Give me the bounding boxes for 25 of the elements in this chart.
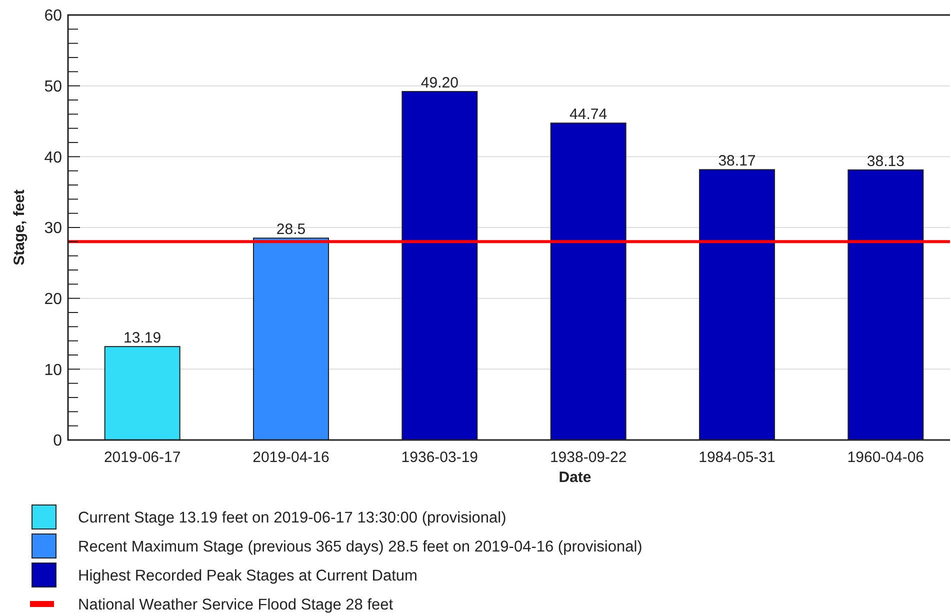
data-label: 44.74: [570, 106, 608, 124]
y-tick-label: 20: [44, 290, 62, 308]
x-tick-label: 1938-09-22: [550, 449, 627, 466]
x-tick-label: 1936-03-19: [401, 449, 478, 466]
legend-label: Highest Recorded Peak Stages at Current Datum: [78, 567, 418, 584]
y-tick-label: 10: [44, 362, 62, 379]
x-tick-label: 1984-05-31: [698, 449, 776, 466]
x-axis-title: Date: [558, 469, 592, 486]
data-label: 38.17: [718, 152, 756, 170]
y-tick-label: 30: [44, 220, 62, 238]
data-label: 38.13: [866, 152, 904, 170]
x-tick-label: 2019-06-17: [104, 449, 181, 466]
data-label: 28.5: [276, 221, 306, 238]
y-tick-label: 60: [44, 8, 62, 25]
x-tick-label: 2019-04-16: [252, 449, 330, 466]
legend-label: Recent Maximum Stage (previous 365 days) 28.5 feet on 2019-04-16 (provisional): [78, 538, 642, 556]
y-tick-label: 50: [44, 78, 62, 96]
legend-label: Current Stage 13.19 feet on 2019-06-17 13:30:00 (provisional): [78, 509, 506, 526]
x-tick-label: 1960-04-06: [847, 449, 924, 466]
data-label: 13.19: [124, 330, 162, 347]
y-tick-label: 40: [44, 149, 62, 166]
data-label: 49.20: [420, 74, 458, 92]
y-axis-title: Stage, feet: [11, 190, 28, 266]
y-tick-label: 0: [53, 432, 62, 450]
legend-label: National Weather Service Flood Stage 28 feet: [78, 596, 394, 614]
